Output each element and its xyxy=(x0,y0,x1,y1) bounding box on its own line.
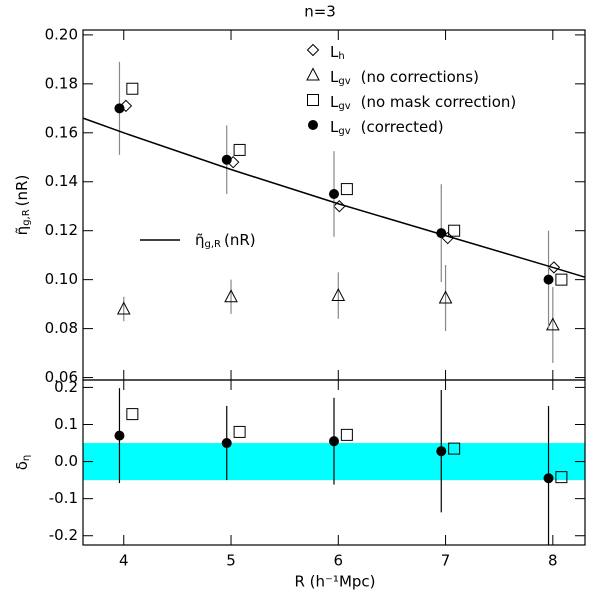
label-part: δ xyxy=(13,461,31,470)
label-part: η xyxy=(21,455,32,461)
label-part: L xyxy=(330,43,339,61)
y-tick-label: 0.08 xyxy=(45,319,78,337)
point xyxy=(224,289,238,303)
point xyxy=(333,200,346,213)
legend-marker xyxy=(308,120,318,130)
point xyxy=(329,436,339,447)
label-part: (corrected) xyxy=(361,118,444,136)
x-tick-label: 5 xyxy=(226,552,236,570)
y-tick-label: 0.1 xyxy=(54,415,78,433)
y-tick-label: 0.0 xyxy=(54,452,78,470)
point xyxy=(340,183,353,196)
point xyxy=(119,99,133,113)
label-part: (no mask correction) xyxy=(361,93,517,111)
point xyxy=(233,143,246,156)
point xyxy=(555,471,568,484)
point xyxy=(126,82,139,95)
point xyxy=(555,273,568,286)
x-tick-label: 6 xyxy=(334,552,344,570)
label-part: (no corrections) xyxy=(361,68,479,86)
y-tick-label: 0.10 xyxy=(45,270,78,288)
point xyxy=(438,290,453,304)
plot-frame xyxy=(82,379,586,546)
y-tick-label: 0.18 xyxy=(45,74,78,92)
y-tick-label: 0.20 xyxy=(45,25,78,43)
label-part: L xyxy=(330,68,339,86)
y-tick-label: 0.2 xyxy=(54,378,78,396)
x-axis-label: R (h⁻¹Mpc) xyxy=(294,573,375,591)
point xyxy=(543,274,554,285)
y-tick-label: -0.1 xyxy=(49,489,78,507)
point xyxy=(329,188,339,199)
legend-label: Lh xyxy=(330,43,345,63)
point xyxy=(221,154,232,165)
legend-label: Lgv (no mask correction) xyxy=(330,93,516,113)
label-part: g,R xyxy=(21,209,32,226)
legend-marker xyxy=(306,67,320,81)
point xyxy=(114,103,125,114)
y-tick-label: 0.12 xyxy=(45,221,78,239)
y-axis-label: δη xyxy=(13,455,33,471)
label-part: (nR) xyxy=(224,231,256,249)
legend-label: η̃g,R (nR) xyxy=(195,231,256,251)
label-part: gv xyxy=(338,126,350,137)
label-part: h xyxy=(338,51,344,62)
y-axis-label: η̃g,R (nR) xyxy=(13,175,33,236)
label-part: L xyxy=(330,93,339,111)
point xyxy=(545,317,560,331)
chart-title: n=3 xyxy=(304,3,336,21)
y-tick-label: 0.06 xyxy=(45,368,78,386)
x-tick-label: 7 xyxy=(441,552,451,570)
point xyxy=(126,408,139,421)
point xyxy=(221,438,232,449)
legend-marker xyxy=(306,43,320,57)
point xyxy=(114,430,125,441)
x-tick-label: 4 xyxy=(119,552,129,570)
point xyxy=(340,428,353,441)
legend-marker xyxy=(307,94,319,106)
point xyxy=(233,425,246,438)
legend-label: Lgv (no corrections) xyxy=(330,68,479,88)
label-part: gv xyxy=(338,76,350,87)
point xyxy=(436,446,447,457)
curve xyxy=(82,117,586,278)
x-tick-label: 8 xyxy=(548,552,558,570)
label-part: η̃ xyxy=(195,231,205,249)
point xyxy=(448,442,461,455)
label-part: gv xyxy=(338,101,350,112)
point xyxy=(116,301,131,315)
label-part: η̃ xyxy=(13,226,31,236)
point xyxy=(331,287,346,302)
y-tick-label: 0.14 xyxy=(45,172,78,190)
y-tick-label: 0.16 xyxy=(45,123,78,141)
point xyxy=(547,261,561,274)
label-part: L xyxy=(330,118,339,136)
label-part: (nR) xyxy=(13,175,31,207)
point xyxy=(543,473,554,484)
legend-label: Lgv (corrected) xyxy=(330,118,444,138)
point xyxy=(448,224,461,237)
label-part: g,R xyxy=(205,239,222,250)
y-tick-label: -0.2 xyxy=(49,526,78,544)
